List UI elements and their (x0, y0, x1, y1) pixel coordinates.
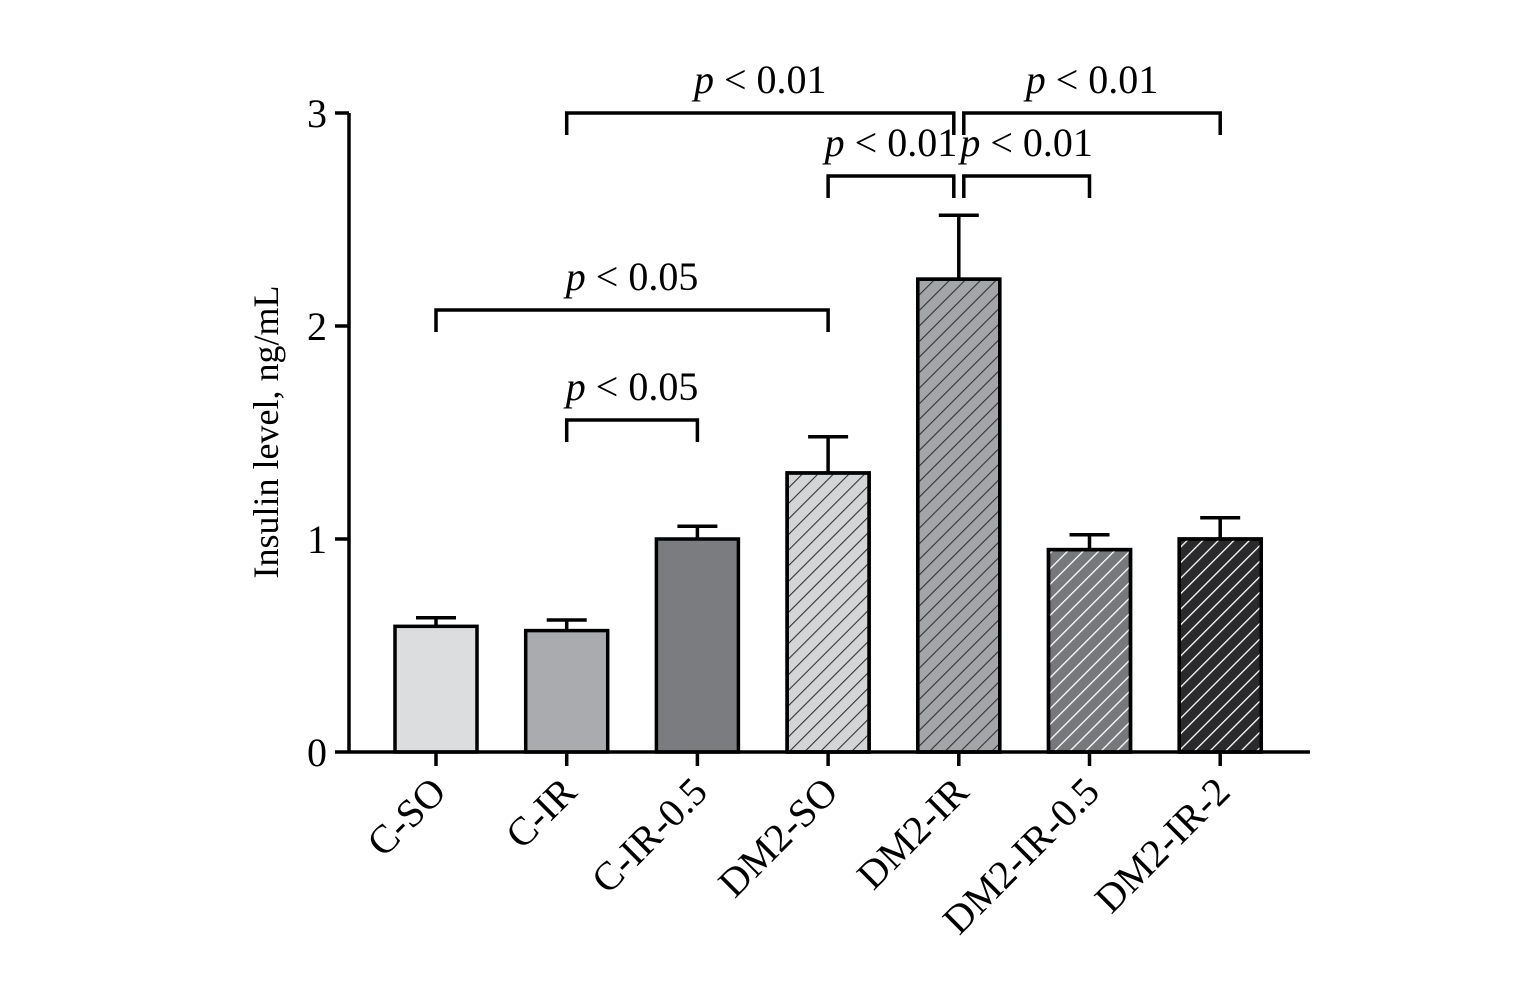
bar-c-ir (523, 628, 610, 754)
significance-label: p < 0.01 (957, 120, 1093, 165)
x-category-label: C-IR (497, 768, 586, 857)
bar-c-so (393, 624, 479, 754)
error-bar (1069, 532, 1110, 550)
x-category-label: DM2-IR-2 (1086, 769, 1239, 922)
significance-label: p < 0.01 (822, 120, 958, 165)
y-axis-title: Insulin level, ng/mL (246, 286, 286, 579)
significance-bracket (962, 111, 1222, 135)
y-tick-label: 0 (307, 730, 327, 775)
x-category-label: C-IR-0.5 (583, 769, 716, 902)
bar-c-ir-0-5 (654, 537, 741, 754)
bar-hatch-dm2-ir-2 (1177, 537, 1263, 754)
bar-hatch-dm2-ir (916, 277, 1002, 754)
y-tick-label: 3 (307, 91, 327, 136)
error-bar (677, 524, 718, 539)
y-tick-label: 1 (307, 517, 327, 562)
error-bar (938, 213, 979, 280)
significance-bracket (564, 418, 700, 442)
significance-label: p < 0.01 (1023, 57, 1159, 102)
error-bar (808, 435, 849, 473)
significance-label: p < 0.05 (563, 254, 699, 299)
significance-bracket (564, 111, 956, 135)
bar-hatch-dm2-ir-0-5 (1046, 547, 1133, 754)
y-tick-label: 2 (307, 304, 327, 349)
significance-label: p < 0.05 (563, 364, 699, 409)
significance-label: p < 0.01 (691, 57, 827, 102)
significance-bracket (962, 174, 1092, 198)
error-bar (1200, 515, 1241, 539)
error-bar (416, 616, 456, 627)
error-bar (546, 618, 587, 631)
x-category-label: DM2-SO (709, 769, 846, 906)
x-category-label: DM2-IR (848, 768, 977, 897)
significance-bracket (826, 174, 956, 198)
bar-hatch-dm2-so (785, 471, 871, 754)
significance-bracket (434, 308, 830, 332)
x-category-label: C-SO (358, 769, 454, 865)
